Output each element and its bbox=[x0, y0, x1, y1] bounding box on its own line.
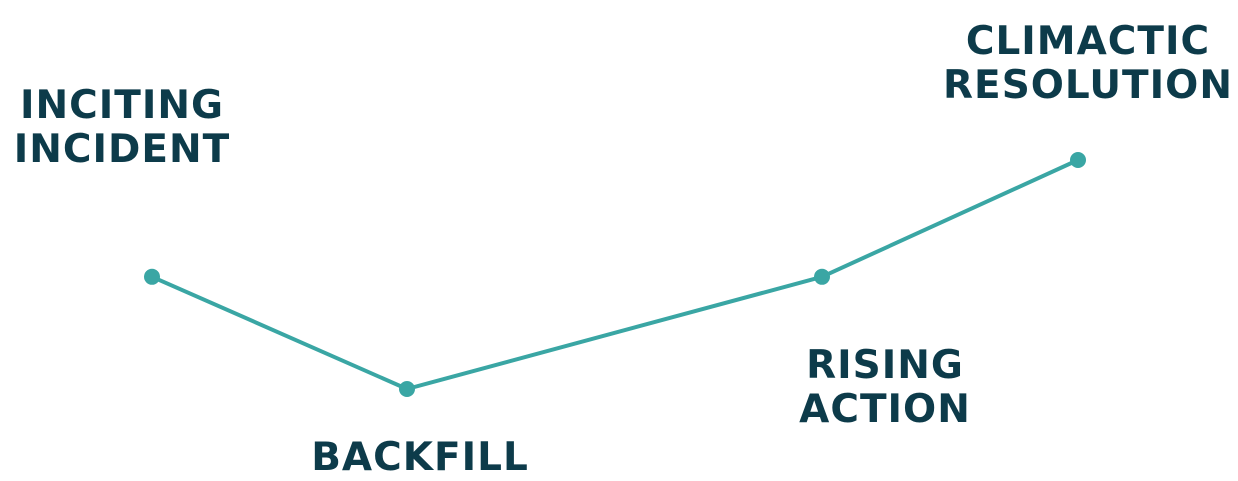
stage-label-line: CLIMACTIC bbox=[965, 19, 1211, 64]
stage-label-line: RESOLUTION bbox=[943, 63, 1233, 108]
stage-label-rising-action: RISING ACTION bbox=[790, 344, 980, 432]
stage-label-climactic-resolution: CLIMACTIC RESOLUTION bbox=[940, 20, 1236, 108]
stage-label-line: ACTION bbox=[799, 387, 971, 432]
stage-label-backfill: BACKFILL bbox=[300, 436, 540, 480]
story-arc-line bbox=[150, 158, 1080, 391]
stage-point-inciting bbox=[144, 268, 160, 285]
stage-point-climactic bbox=[1070, 152, 1086, 168]
stage-label-line: INCIDENT bbox=[13, 127, 231, 172]
stage-point-backfill bbox=[399, 381, 415, 397]
stage-label-line: BACKFILL bbox=[311, 435, 529, 480]
story-arc-points bbox=[144, 152, 1086, 397]
stage-label-inciting-incident: INCITING INCIDENT bbox=[4, 84, 240, 172]
stage-point-rising bbox=[814, 268, 830, 285]
stage-label-line: INCITING bbox=[19, 83, 225, 128]
stage-label-line: RISING bbox=[806, 343, 964, 388]
